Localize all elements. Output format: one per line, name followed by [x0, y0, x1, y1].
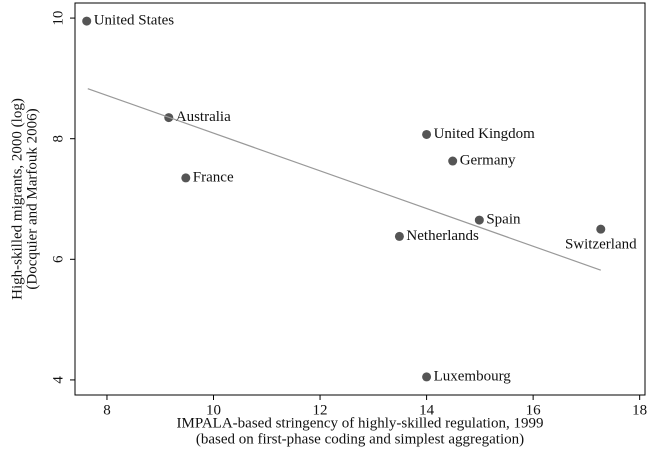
x-tick-label: 16 [526, 402, 542, 418]
point-label: Germany [460, 152, 516, 168]
point [448, 156, 458, 166]
x-tick-label: 18 [632, 402, 647, 418]
y-axis-label: High-skilled migrants, 2000 (log) [9, 98, 25, 300]
point-label: Netherlands [406, 228, 479, 244]
y-tick-label: 4 [50, 376, 66, 384]
point [394, 231, 404, 241]
point [82, 16, 92, 26]
y-axis-label: (Docquier and Marfouk 2006) [24, 108, 40, 289]
x-tick-label: 14 [419, 402, 435, 418]
x-axis-label: IMPALA-based stringency of highly-skille… [177, 415, 544, 431]
point-label: Luxembourg [434, 368, 512, 384]
point-label: Switzerland [565, 237, 637, 253]
point-label: France [193, 169, 234, 185]
x-axis-label: (based on first-phase coding and simples… [196, 431, 524, 447]
point [596, 224, 606, 234]
point-label: United Kingdom [434, 126, 536, 142]
point-label: Spain [486, 212, 521, 228]
x-tick-label: 12 [313, 402, 328, 418]
point [422, 129, 432, 139]
fit-line [87, 88, 601, 271]
point [474, 215, 484, 225]
x-tick-label: 8 [103, 402, 111, 418]
x-tick-label: 10 [206, 402, 221, 418]
y-tick-label: 6 [50, 255, 66, 263]
y-tick-label: 8 [50, 135, 66, 143]
point-label: United States [94, 13, 175, 29]
point [422, 372, 432, 382]
point [181, 173, 191, 183]
plot-frame [74, 2, 646, 396]
y-tick-label: 10 [50, 11, 66, 26]
point-label: Australia [176, 109, 231, 125]
